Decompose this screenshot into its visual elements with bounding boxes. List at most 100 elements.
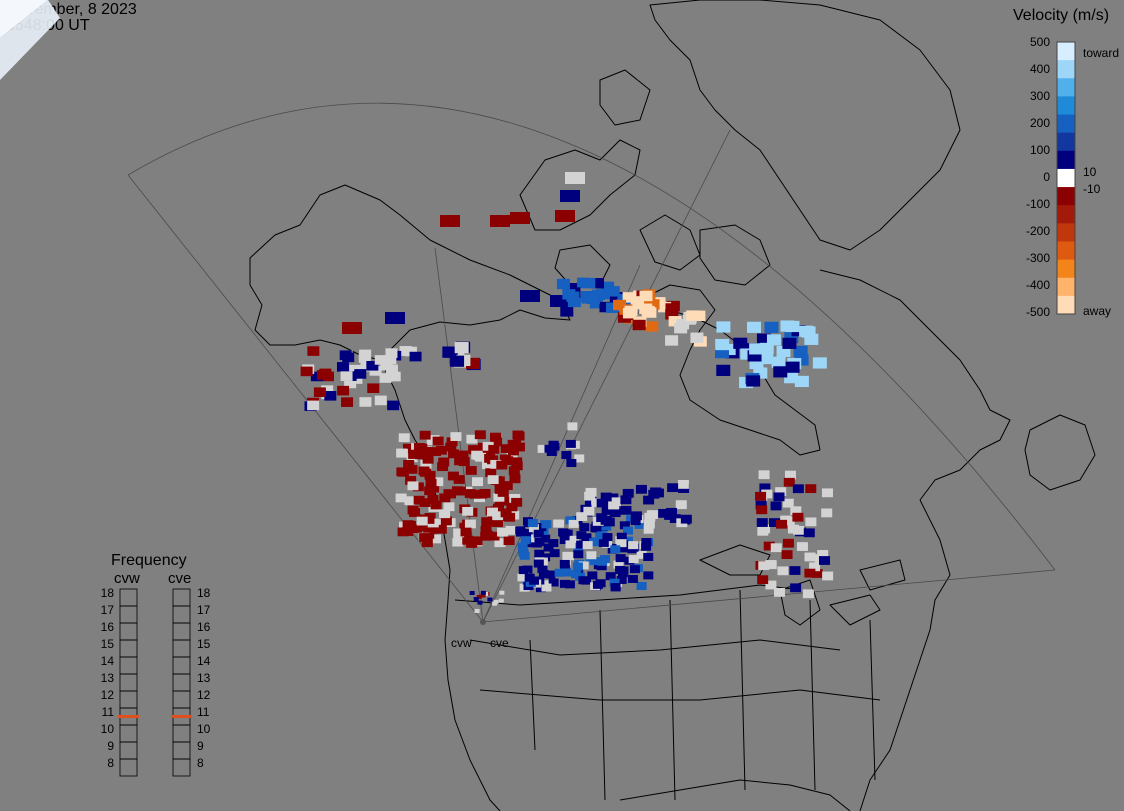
echo-cell <box>686 310 700 321</box>
velocity-colorbar: Velocity (m/s) 500 400 300 200 100 0 -100 -200 -… <box>1013 7 1119 319</box>
velocity-swatch <box>1057 223 1075 242</box>
velocity-scale-title: Velocity (m/s) <box>1013 7 1109 24</box>
echo-cell <box>584 498 596 508</box>
echo-cell <box>553 519 564 528</box>
echo-cell <box>446 437 458 447</box>
echo-cell <box>630 511 642 521</box>
echo-cell <box>615 554 626 563</box>
echo-cell <box>548 578 559 587</box>
echo-cell <box>629 565 640 574</box>
echo-cell <box>573 550 584 559</box>
echo-cell <box>448 449 460 459</box>
echo-cell <box>490 215 510 227</box>
echo-cell <box>559 536 570 545</box>
echo-cell <box>520 290 540 302</box>
echo-cell <box>549 442 560 451</box>
echo-cell <box>536 523 547 532</box>
frequency-tick-label: 15 <box>197 637 211 651</box>
echo-cell <box>566 459 577 468</box>
echo-cell <box>665 335 679 346</box>
echo-cell <box>716 364 731 376</box>
echo-cell <box>486 507 498 517</box>
echo-cell <box>509 440 521 449</box>
echo-cell <box>809 562 821 572</box>
velocity-swatch <box>1057 205 1075 224</box>
echo-cell <box>771 356 786 368</box>
echo-cell <box>756 518 768 527</box>
echo-cell <box>411 524 423 534</box>
echo-cell <box>635 484 647 494</box>
echo-cell <box>789 566 801 575</box>
echo-cell <box>518 566 529 575</box>
frequency-tick-label: 10 <box>197 722 211 736</box>
echo-cell <box>602 533 613 542</box>
echo-cell <box>805 517 817 527</box>
echo-cell <box>537 444 548 453</box>
echo-cell <box>488 531 500 541</box>
echo-cell <box>482 441 494 451</box>
echo-cell <box>396 467 408 477</box>
echo-cell <box>658 508 670 518</box>
echo-cell <box>369 366 382 376</box>
velocity-swatch <box>1057 132 1075 152</box>
echo-cell <box>528 576 539 585</box>
frequency-tick-label: 14 <box>101 654 115 668</box>
echo-cell <box>782 337 797 349</box>
echo-cell <box>665 303 679 314</box>
echo-cell <box>790 506 802 516</box>
radar-site-label-cve: cve <box>490 636 509 650</box>
echo-cell <box>340 371 353 381</box>
echo-cell <box>359 397 372 407</box>
echo-cell <box>510 212 530 224</box>
echo-cell <box>770 543 782 553</box>
frequency-tick-label: 9 <box>197 739 204 753</box>
echo-cell <box>480 525 492 535</box>
frequency-selected-marker <box>118 715 139 718</box>
echo-cell <box>675 500 687 510</box>
echo-cell <box>583 506 595 516</box>
echo-cell <box>785 320 800 333</box>
echo-cell <box>475 452 487 462</box>
velocity-tick-label: 300 <box>1030 89 1050 103</box>
echo-cell <box>645 321 659 332</box>
echo-cell <box>337 385 350 396</box>
echo-cell <box>596 562 607 571</box>
echo-cell <box>620 495 632 505</box>
echo-cell <box>416 516 428 526</box>
echo-cell <box>402 443 414 453</box>
echo-cell <box>628 541 639 550</box>
echo-cell <box>643 495 655 505</box>
frequency-tick-label: 8 <box>107 756 114 770</box>
echo-cell <box>490 459 502 469</box>
echo-cell <box>596 288 610 300</box>
echo-cell <box>430 500 442 510</box>
echo-cell <box>586 293 600 305</box>
echo-cell <box>443 346 458 358</box>
echo-cell <box>784 470 796 480</box>
echo-cell <box>606 286 620 297</box>
echo-cell <box>622 292 636 303</box>
echo-cell <box>473 596 479 601</box>
frequency-cell <box>119 605 138 624</box>
velocity-tick-labels: 500 400 300 200 100 0 -100 -200 -300 -400 -500 <box>1026 35 1050 319</box>
frequency-radar-label-cvw: cvw <box>114 570 140 587</box>
echo-cell <box>581 533 592 542</box>
echo-cell <box>454 534 466 544</box>
echo-cell <box>384 354 397 365</box>
echo-cell <box>755 500 767 510</box>
echo-cell <box>599 301 613 313</box>
echo-cell <box>440 215 460 227</box>
echo-cell <box>556 278 570 290</box>
frequency-tick-label: 17 <box>101 603 115 617</box>
velocity-swatch <box>1057 114 1075 134</box>
frequency-cell <box>119 724 138 743</box>
frequency-cell <box>119 758 138 777</box>
echo-cell <box>527 519 538 528</box>
echo-cell <box>769 518 781 527</box>
echo-cell <box>755 491 767 501</box>
echo-cell <box>307 400 320 411</box>
echo-cell <box>616 575 627 584</box>
echo-cell <box>680 514 692 524</box>
frequency-tick-label: 9 <box>107 739 114 753</box>
echo-cell <box>367 383 380 394</box>
